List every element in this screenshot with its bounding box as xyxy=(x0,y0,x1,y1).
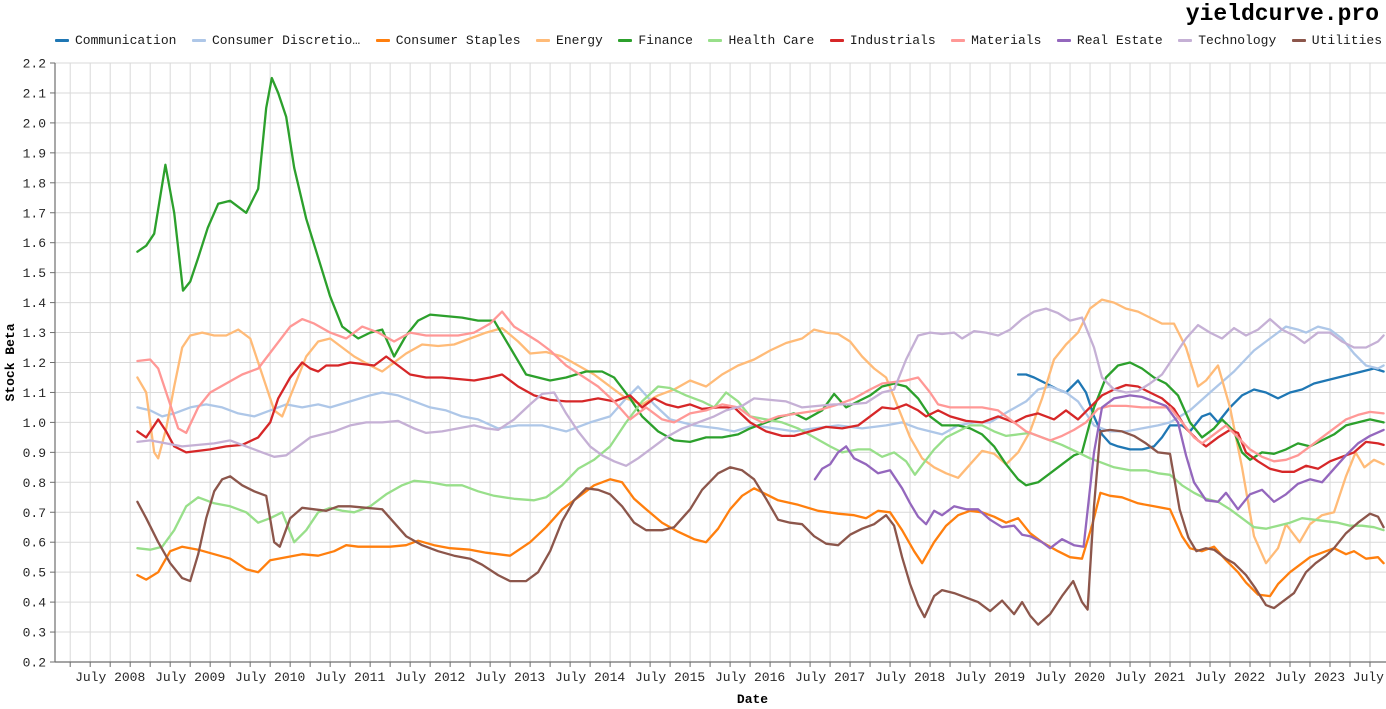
y-tick-label: 1.5 xyxy=(23,266,46,281)
legend-label: Real Estate xyxy=(1076,32,1163,48)
legend-label: Utilities xyxy=(1311,32,1382,48)
series-line-consumer-staples xyxy=(136,478,1385,598)
x-tick-label: July xyxy=(1353,670,1384,685)
legend-label: Materials xyxy=(971,32,1042,48)
legend-dash-icon xyxy=(1178,38,1193,42)
legend-dash-icon xyxy=(55,38,69,42)
x-tick-label: July 2010 xyxy=(235,670,305,685)
legend-item-health-care[interactable]: Health Care xyxy=(708,33,814,48)
y-tick-label: 1.1 xyxy=(23,386,47,401)
series-line-industrials xyxy=(136,355,1385,473)
x-tick-label: July 2022 xyxy=(1195,670,1265,685)
y-tick-label: 1.9 xyxy=(23,146,46,161)
y-tick-label: 0.3 xyxy=(23,626,46,641)
legend-dash-icon xyxy=(375,38,390,42)
legend-label: Finance xyxy=(638,32,693,48)
legend-dash-icon xyxy=(708,38,723,42)
x-tick-label: July 2018 xyxy=(875,670,945,685)
x-tick-label: July 2023 xyxy=(1275,670,1345,685)
legend-item-materials[interactable]: Materials xyxy=(951,33,1041,48)
y-tick-label: 2.1 xyxy=(23,86,47,101)
series-line-materials xyxy=(136,310,1385,463)
legend-dash-icon xyxy=(1291,38,1306,42)
series-line-finance xyxy=(136,76,1385,487)
x-tick-label: July 2012 xyxy=(395,670,465,685)
x-tick-label: July 2013 xyxy=(475,670,545,685)
x-tick-label: July 2019 xyxy=(955,670,1025,685)
legend-item-energy[interactable]: Energy xyxy=(536,33,603,48)
legend-dash-icon xyxy=(1056,38,1071,42)
x-tick-label: July 2015 xyxy=(635,670,705,685)
y-axis-title: Stock Beta xyxy=(3,323,18,401)
y-tick-label: 2.0 xyxy=(23,116,46,131)
y-tick-label: 1.6 xyxy=(23,236,46,251)
legend-item-utilities[interactable]: Utilities xyxy=(1291,32,1382,48)
legend-item-communication[interactable]: Communication xyxy=(55,33,176,48)
y-tick-label: 0.5 xyxy=(23,566,46,581)
y-tick-label: 1.7 xyxy=(23,206,46,221)
series-line-real-estate xyxy=(813,394,1385,550)
x-tick-label: July 2017 xyxy=(795,670,865,685)
y-tick-label: 1.2 xyxy=(23,356,46,371)
series-line-technology xyxy=(136,307,1385,467)
y-tick-label: 0.8 xyxy=(23,476,46,491)
x-tick-label: July 2021 xyxy=(1115,670,1185,685)
x-tick-label: July 2009 xyxy=(155,670,225,685)
legend-item-technology[interactable]: Technology xyxy=(1178,33,1276,48)
legend-item-real-estate[interactable]: Real Estate xyxy=(1056,32,1163,48)
y-tick-label: 1.4 xyxy=(23,296,47,311)
legend-label: Communication xyxy=(75,32,177,48)
legend-dash-icon xyxy=(951,38,966,42)
series-line-energy xyxy=(136,298,1385,565)
legend-label: Technology xyxy=(1198,32,1277,48)
series-line-health-care xyxy=(136,385,1385,551)
legend-label: Energy xyxy=(556,32,603,48)
legend-dash-icon xyxy=(191,38,206,42)
series-line-utilities xyxy=(136,428,1385,626)
legend-label: Consumer Discretio… xyxy=(211,32,361,48)
y-tick-label: 0.9 xyxy=(23,446,46,461)
legend-item-consumer-discretio[interactable]: Consumer Discretio… xyxy=(191,32,361,48)
y-tick-label: 0.4 xyxy=(23,596,47,611)
legend-dash-icon xyxy=(829,38,844,42)
legend-label: Health Care xyxy=(728,32,815,48)
y-tick-label: 2.2 xyxy=(23,57,46,72)
x-tick-label: July 2008 xyxy=(75,670,145,685)
y-tick-label: 1.8 xyxy=(23,176,46,191)
x-axis-title: Date xyxy=(737,692,768,707)
legend-label: Industrials xyxy=(849,32,936,48)
legend: Communication Consumer Discretio… Consumer… xyxy=(55,31,1382,49)
y-tick-label: 1.0 xyxy=(23,416,46,431)
y-tick-label: 0.7 xyxy=(23,506,46,521)
x-tick-label: July 2011 xyxy=(315,670,385,685)
y-tick-label: 1.3 xyxy=(23,326,46,341)
y-tick-label: 0.2 xyxy=(23,656,46,671)
x-tick-label: July 2016 xyxy=(715,670,785,685)
legend-dash-icon xyxy=(618,38,633,42)
x-tick-label: July 2020 xyxy=(1035,670,1105,685)
x-tick-label: July 2014 xyxy=(555,670,625,685)
legend-dash-icon xyxy=(536,38,551,42)
legend-label: Consumer Staples xyxy=(395,32,521,48)
legend-item-industrials[interactable]: Industrials xyxy=(829,32,936,48)
y-tick-label: 0.6 xyxy=(23,536,46,551)
legend-item-finance[interactable]: Finance xyxy=(618,33,693,48)
legend-item-consumer-staples[interactable]: Consumer Staples xyxy=(375,32,521,48)
site-logo: yieldcurve.pro xyxy=(1185,1,1379,27)
